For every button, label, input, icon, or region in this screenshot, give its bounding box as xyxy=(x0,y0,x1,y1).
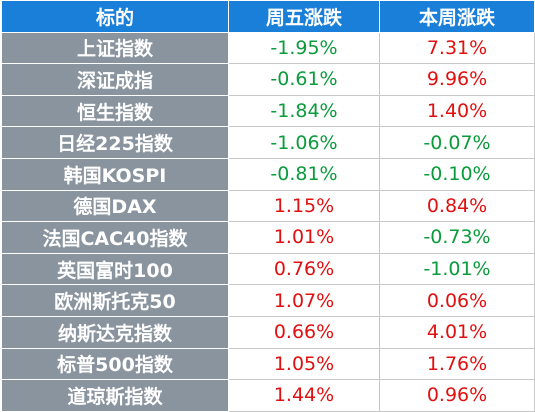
table-row: 德国DAX 1.15% 0.84% xyxy=(1,189,535,223)
index-name: 道琼斯指数 xyxy=(1,379,229,412)
index-name: 深证成指 xyxy=(1,63,229,96)
index-name: 上证指数 xyxy=(1,31,229,65)
change-cell: 0.84% xyxy=(379,189,535,223)
change-cell: 1.07% xyxy=(228,284,380,317)
table-row: 深证成指 -0.61% 9.96% xyxy=(1,63,535,96)
table-body: 上证指数 -1.95% 7.31% 深证成指 -0.61% 9.96% 恒生指数 -1.84%… xyxy=(1,31,535,412)
table-row: 法国CAC40指数 1.01% -0.73% xyxy=(1,221,535,254)
change-cell: 0.06% xyxy=(379,284,535,317)
change-cell: -1.01% xyxy=(379,252,535,286)
header-cell: 本周涨跌 xyxy=(379,0,535,33)
index-name: 欧洲斯托克50 xyxy=(1,284,229,317)
header-row: 标的 周五涨跌 本周涨跌 xyxy=(1,0,535,33)
change-cell: 0.96% xyxy=(379,379,535,412)
table-row: 英国富时100 0.76% -1.01% xyxy=(1,252,535,286)
change-cell: -1.84% xyxy=(228,94,380,128)
index-name: 标普500指数 xyxy=(1,347,229,381)
table-row: 韩国KOSPI -0.81% -0.10% xyxy=(1,157,535,191)
change-cell: -0.73% xyxy=(379,221,535,254)
change-cell: 1.76% xyxy=(379,347,535,381)
change-cell: 1.15% xyxy=(228,189,380,223)
header-cell: 标的 xyxy=(1,0,229,33)
change-cell: 7.31% xyxy=(379,31,535,65)
change-cell: 1.44% xyxy=(228,379,380,412)
table-row: 上证指数 -1.95% 7.31% xyxy=(1,31,535,65)
change-cell: -0.81% xyxy=(228,157,380,191)
index-name: 德国DAX xyxy=(1,189,229,223)
table-row: 欧洲斯托克50 1.07% 0.06% xyxy=(1,284,535,317)
header-cell: 周五涨跌 xyxy=(228,0,380,33)
change-cell: 4.01% xyxy=(379,315,535,349)
table-row: 纳斯达克指数 0.66% 4.01% xyxy=(1,315,535,349)
index-name: 韩国KOSPI xyxy=(1,157,229,191)
index-name: 法国CAC40指数 xyxy=(1,221,229,254)
change-cell: -1.06% xyxy=(228,126,380,159)
table-row: 日经225指数 -1.06% -0.07% xyxy=(1,126,535,159)
change-cell: 1.05% xyxy=(228,347,380,381)
change-cell: 9.96% xyxy=(379,63,535,96)
table-row: 道琼斯指数 1.44% 0.96% xyxy=(1,379,535,412)
table-row: 标普500指数 1.05% 1.76% xyxy=(1,347,535,381)
change-cell: 0.66% xyxy=(228,315,380,349)
index-name: 日经225指数 xyxy=(1,126,229,159)
change-cell: 1.40% xyxy=(379,94,535,128)
change-cell: -0.10% xyxy=(379,157,535,191)
change-cell: -1.95% xyxy=(228,31,380,65)
index-name: 恒生指数 xyxy=(1,94,229,128)
table-row: 恒生指数 -1.84% 1.40% xyxy=(1,94,535,128)
change-cell: -0.07% xyxy=(379,126,535,159)
index-name: 英国富时100 xyxy=(1,252,229,286)
change-cell: 0.76% xyxy=(228,252,380,286)
change-cell: -0.61% xyxy=(228,63,380,96)
index-name: 纳斯达克指数 xyxy=(1,315,229,349)
change-cell: 1.01% xyxy=(228,221,380,254)
